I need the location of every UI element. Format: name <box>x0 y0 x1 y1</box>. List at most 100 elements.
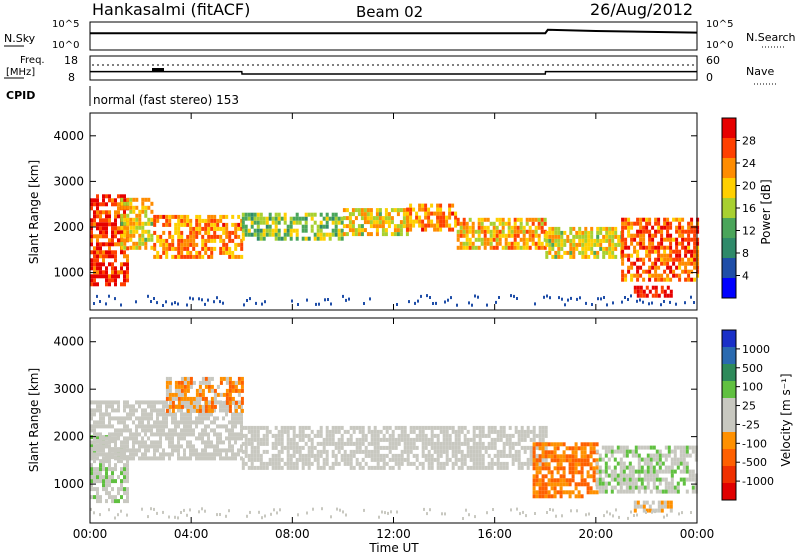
heatmap-cell <box>489 229 493 234</box>
heatmap-cell <box>475 445 479 450</box>
heatmap-cell <box>240 242 244 247</box>
heatmap-cell <box>654 245 658 250</box>
heatmap-cell <box>548 226 552 231</box>
heatmap-cell <box>592 470 596 475</box>
heatmap-cell <box>117 487 120 492</box>
heatmap-cell <box>93 214 96 219</box>
heatmap-cell <box>120 432 123 437</box>
heatmap-cell <box>99 408 102 413</box>
heatmap-cell <box>628 461 632 466</box>
heatmap-cell <box>274 465 278 470</box>
time-tick-label: 20:00 <box>579 527 614 541</box>
heatmap-cell <box>586 470 590 475</box>
heatmap-cell <box>592 450 596 455</box>
heatmap-cell <box>99 459 102 464</box>
heatmap-cell <box>280 433 284 438</box>
heatmap-cell <box>93 455 96 460</box>
heatmap-cell <box>637 453 641 458</box>
heatmap-cell <box>111 471 114 476</box>
heatmap-cell <box>111 475 114 480</box>
heatmap-cell <box>421 219 425 224</box>
heatmap-cell <box>231 424 234 429</box>
heatmap-cell <box>513 233 517 238</box>
heatmap-cell <box>144 416 147 421</box>
heatmap-cell <box>517 453 521 458</box>
heatmap-cell <box>138 233 142 238</box>
heatmap-cell <box>599 246 603 251</box>
heatmap-cell <box>129 404 132 409</box>
heatmap-cell <box>382 457 386 462</box>
heatmap-cell <box>340 425 344 430</box>
colorbar-tick-label: 4 <box>742 270 749 283</box>
heatmap-cell <box>587 242 591 247</box>
heatmap-cell <box>355 425 359 430</box>
heatmap-cell <box>514 429 518 434</box>
heatmap-cell <box>352 441 356 446</box>
heatmap-cell <box>442 223 446 228</box>
heatmap-cell <box>108 416 111 421</box>
heatmap-cell <box>355 449 359 454</box>
heatmap-cell <box>231 214 235 219</box>
heatmap-cell <box>602 226 606 231</box>
heatmap-cell <box>180 436 183 441</box>
heatmap-cell <box>696 273 700 278</box>
heatmap-cell <box>511 441 515 446</box>
heatmap-cell <box>427 457 431 462</box>
heatmap-cell <box>456 229 460 234</box>
heatmap-cell <box>325 216 329 221</box>
heatmap-cell <box>114 222 117 227</box>
heatmap-cell <box>436 461 440 466</box>
heatmap-cell <box>105 456 108 461</box>
heatmap-cell <box>568 490 572 495</box>
heatmap-cell <box>189 428 192 433</box>
heatmap-cell <box>382 437 386 442</box>
heatmap-cell <box>327 298 329 301</box>
heatmap-cell <box>589 486 593 491</box>
heatmap-cell <box>123 491 126 496</box>
heatmap-cell <box>340 236 344 241</box>
heatmap-cell <box>147 237 151 242</box>
heatmap-cell <box>198 456 201 461</box>
noise-right-tick-low: 10^0 <box>706 40 733 51</box>
heatmap-cell <box>141 233 145 238</box>
heatmap-cell <box>693 241 697 246</box>
heatmap-cell <box>183 392 187 397</box>
heatmap-cell <box>557 254 561 259</box>
heatmap-cell <box>595 469 599 474</box>
heatmap-cell <box>204 452 207 457</box>
heatmap-cell <box>690 237 694 242</box>
heatmap-cell <box>481 445 485 450</box>
heatmap-cell <box>198 380 202 385</box>
heatmap-cell <box>637 457 641 462</box>
heatmap-cell <box>445 219 449 224</box>
heatmap-cell <box>298 425 302 430</box>
heatmap-cell <box>307 461 311 466</box>
heatmap-cell <box>577 462 581 467</box>
heatmap-cell <box>165 214 169 219</box>
heatmap-cell <box>96 471 99 476</box>
heatmap-cell <box>382 453 386 458</box>
heatmap-cell <box>120 428 123 433</box>
heatmap-cell <box>186 380 190 385</box>
heatmap-cell <box>621 257 625 262</box>
heatmap-cell <box>628 473 632 478</box>
heatmap-cell <box>99 218 102 223</box>
heatmap-cell <box>96 210 99 215</box>
heatmap-cell <box>219 436 222 441</box>
heatmap-cell <box>387 220 391 225</box>
heatmap-cell <box>207 222 211 227</box>
heatmap-cell <box>319 441 323 446</box>
heatmap-cell <box>313 236 317 241</box>
heatmap-cell <box>444 300 446 304</box>
heatmap-cell <box>337 228 341 233</box>
heatmap-cell <box>678 229 682 234</box>
heatmap-cell <box>633 508 637 513</box>
heatmap-cell <box>550 494 554 499</box>
heatmap-cell <box>694 477 698 482</box>
heatmap-cell <box>667 445 671 450</box>
heatmap-cell <box>123 278 126 283</box>
heatmap-cell <box>141 428 144 433</box>
heatmap-cell <box>462 221 466 226</box>
heatmap-cell <box>114 436 117 441</box>
heatmap-cell <box>204 424 207 429</box>
